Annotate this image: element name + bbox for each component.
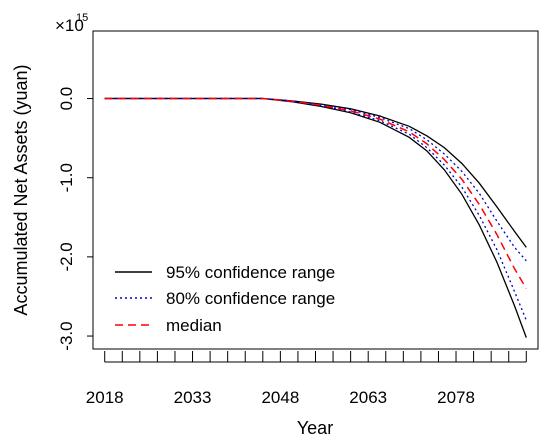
x-tick-label-4: 2078 (437, 388, 475, 407)
series-layer (104, 97, 527, 338)
y-tick-label-3: -3.0 (57, 321, 76, 350)
plot-frame (92, 30, 539, 350)
legend-label-1: 80% confidence range (166, 289, 335, 308)
y-axis: 0.0 -1.0 -2.0 -3.0 (57, 87, 93, 351)
x-tick-label-0: 2018 (86, 388, 124, 407)
series-line-0 (104, 97, 527, 248)
y-tick-label-2: -2.0 (57, 242, 76, 271)
y-tick-label-1: -1.0 (57, 163, 76, 192)
series-line-2 (104, 97, 527, 262)
series-line-1 (104, 97, 527, 338)
x-tick-label-2: 2048 (261, 388, 299, 407)
legend-label-2: median (166, 316, 222, 335)
x-axis-label: Year (297, 418, 333, 438)
x-axis: 2018 2033 2048 2063 2078 (86, 351, 527, 407)
y-axis-label: Accumulated Net Assets (yuan) (11, 64, 31, 315)
y-tick-label-0: 0.0 (57, 87, 76, 111)
x-tick-label-3: 2063 (349, 388, 387, 407)
series-line-3 (104, 97, 527, 321)
y-multiplier-exponent: 15 (76, 12, 88, 24)
x-tick-label-1: 2033 (174, 388, 212, 407)
series-line-4 (104, 97, 527, 289)
legend-label-0: 95% confidence range (166, 263, 335, 282)
legend: 95% confidence range 80% confidence range… (115, 263, 335, 335)
y-multiplier-label: ×10 (55, 16, 84, 35)
